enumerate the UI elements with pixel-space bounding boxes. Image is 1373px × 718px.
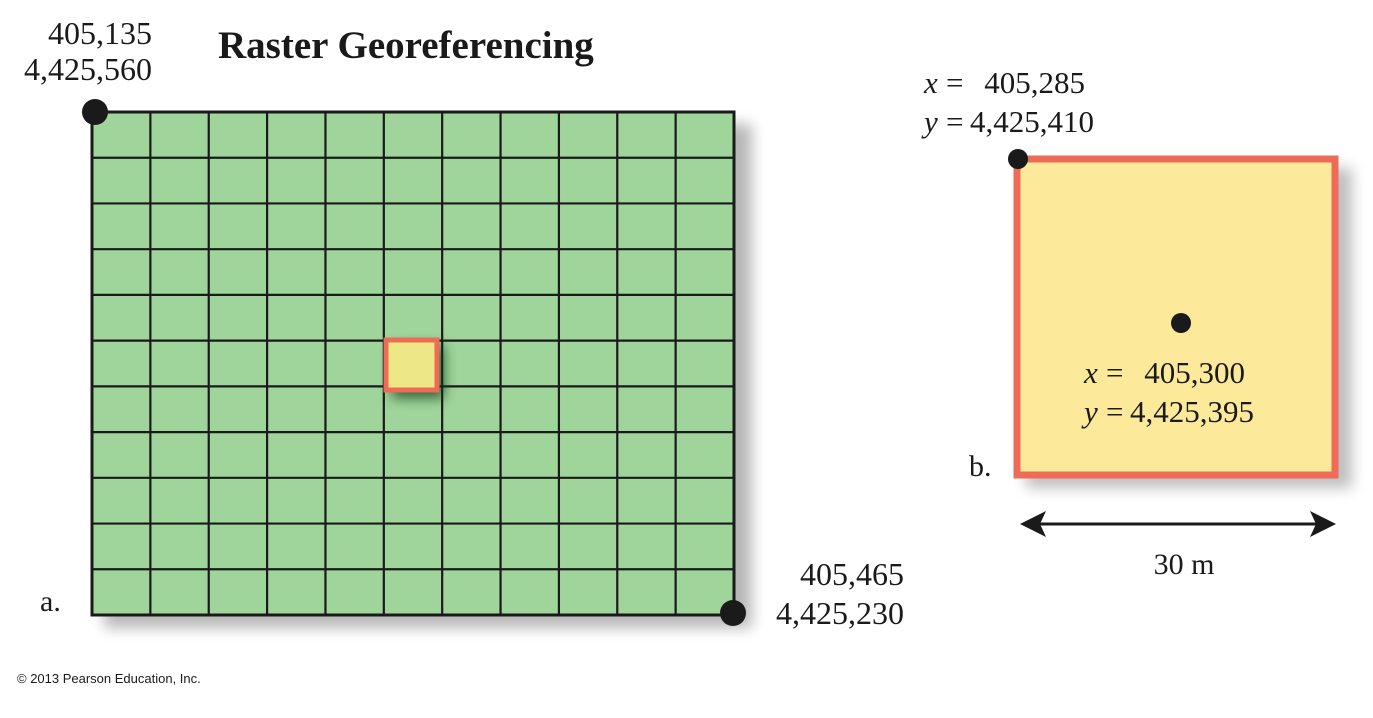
enlarged-cell-square (1013, 155, 1339, 479)
grid-lines (92, 112, 734, 615)
cell-center-coordinates: x = 405,300 y = 4,425,395 (1084, 353, 1254, 431)
highlighted-cell (383, 337, 440, 393)
top-left-corner-coordinates: 405,135 4,425,560 (18, 15, 152, 87)
panel-a-label: a. (40, 585, 61, 618)
cell-corner-x-value: 405,285 (984, 65, 1085, 100)
cell-center-x-value: 405,300 (1144, 355, 1245, 390)
y-variable: y (924, 104, 938, 139)
arrow-right-head (1310, 511, 1336, 537)
grid-border (90, 110, 736, 617)
bottom-right-x: 405,465 (800, 556, 904, 592)
scale-arrow (1020, 511, 1336, 537)
bottom-right-corner-dot (720, 600, 746, 626)
cell-corner-dot (1008, 149, 1028, 169)
cell-center-dot (1171, 313, 1191, 333)
diagram-title: Raster Georeferencing (218, 24, 594, 67)
cell-center-y-value: 4,425,395 (1130, 394, 1254, 429)
scale-label: 30 m (1153, 548, 1215, 581)
cell-center-x-row: x = 405,300 (1084, 353, 1245, 392)
panel-b-label: b. (969, 450, 992, 483)
equals-sign: = (1106, 355, 1124, 390)
cell-center-y-row: y = 4,425,395 (1084, 392, 1254, 431)
equals-sign: = (946, 104, 964, 139)
raster-grid (90, 110, 752, 628)
x-variable: x (1084, 355, 1098, 390)
cell-corner-x-row: x = 405,285 (924, 63, 1085, 102)
bottom-right-y: 4,425,230 (776, 595, 904, 631)
bottom-right-corner-coordinates: 405,465 4,425,230 (768, 555, 904, 633)
top-left-y: 4,425,560 (24, 51, 152, 87)
y-variable: y (1084, 394, 1098, 429)
arrow-left-head (1020, 511, 1046, 537)
cell-corner-coordinates: x = 405,285 y = 4,425,410 (924, 63, 1094, 141)
cell-corner-y-value: 4,425,410 (970, 104, 1094, 139)
top-left-corner-dot (82, 99, 108, 125)
x-variable: x (924, 65, 938, 100)
cell-corner-y-row: y = 4,425,410 (924, 102, 1094, 141)
copyright-notice: © 2013 Pearson Education, Inc. (17, 671, 201, 686)
equals-sign: = (946, 65, 964, 100)
top-left-x: 405,135 (48, 15, 152, 51)
equals-sign: = (1106, 394, 1124, 429)
